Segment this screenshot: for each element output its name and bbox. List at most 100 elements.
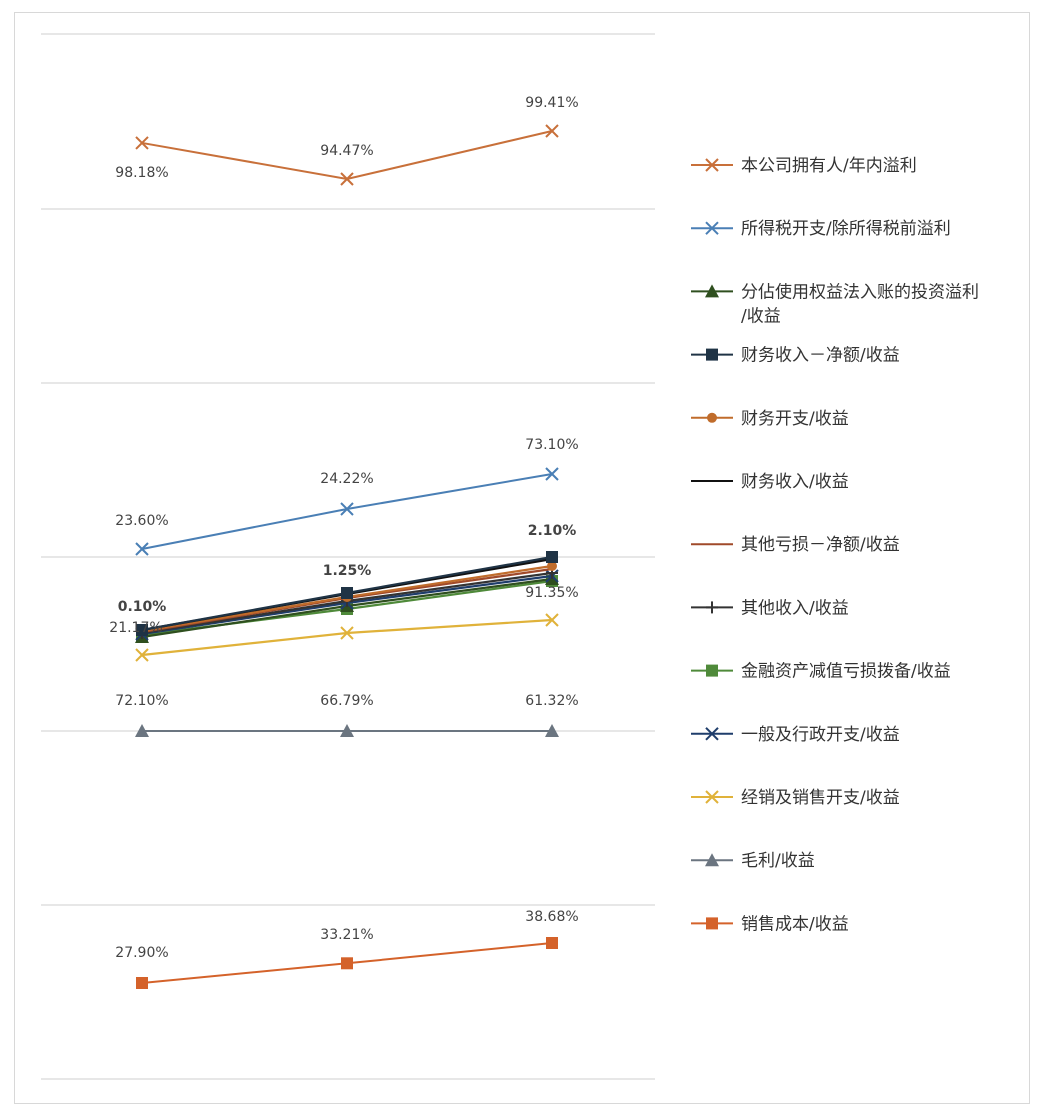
series-4-marker-2 bbox=[547, 561, 557, 571]
legend-marker-9 bbox=[705, 727, 719, 741]
legend-marker-1-b bbox=[705, 221, 719, 235]
legend-label-5: 财务收入/收益 bbox=[741, 472, 849, 492]
legend-marker-0 bbox=[705, 158, 719, 172]
series-3-marker-1 bbox=[341, 587, 353, 599]
series-0-marker-0 bbox=[135, 136, 149, 150]
series-3-marker-0 bbox=[136, 624, 148, 636]
legend-marker-9-b bbox=[705, 727, 719, 741]
legend-marker-8 bbox=[706, 664, 718, 677]
legend-marker-8-sq bbox=[706, 664, 718, 677]
legend-marker-12 bbox=[706, 917, 718, 930]
legend-marker-11 bbox=[705, 853, 719, 867]
series-0-label-2: 99.41% bbox=[525, 95, 578, 111]
series-10-marker-1 bbox=[340, 626, 354, 640]
series-1-label-0: 23.60% bbox=[115, 513, 168, 529]
series-1-marker-2 bbox=[545, 467, 559, 481]
series-1-marker-1-b bbox=[340, 502, 354, 516]
legend-marker-7 bbox=[706, 601, 718, 614]
legend-label-9: 一般及行政开支/收益 bbox=[741, 725, 900, 745]
legend-marker-3 bbox=[706, 348, 718, 361]
series-12-label-0: 27.90% bbox=[115, 945, 168, 961]
legend-marker-0-b bbox=[705, 158, 719, 172]
legend-label-3: 财务收入－净额/收益 bbox=[741, 346, 900, 366]
series-10-marker-2-b bbox=[545, 613, 559, 627]
legend-item-5: 财务收入/收益 bbox=[691, 472, 849, 492]
legend-label-2-cont: /收益 bbox=[741, 306, 781, 326]
legend-marker-2-tri bbox=[705, 284, 719, 298]
legend-item-6: 其他亏损－净额/收益 bbox=[691, 535, 900, 555]
series-0-label-0: 98.18% bbox=[115, 165, 168, 181]
legend-marker-12-sq bbox=[706, 917, 718, 930]
series-3-marker-1-sq bbox=[341, 587, 353, 599]
legend-item-8: 金融资产减值亏损拨备/收益 bbox=[691, 662, 951, 682]
series-11-label-0: 72.10% bbox=[115, 693, 168, 709]
legend-label-11: 毛利/收益 bbox=[741, 851, 815, 871]
series-9-label-0: 21.17% bbox=[109, 620, 162, 636]
series-0-marker-2-b bbox=[545, 124, 559, 138]
series-11-marker-2-tri bbox=[545, 724, 559, 737]
series-1-marker-0-b bbox=[135, 542, 149, 556]
legend-marker-2 bbox=[705, 284, 719, 298]
legend-label-10: 经销及销售开支/收益 bbox=[741, 788, 900, 808]
series-11-marker-1 bbox=[340, 724, 354, 737]
series-1-label-2: 73.10% bbox=[525, 437, 578, 453]
legend-marker-4-c bbox=[707, 412, 717, 423]
legend-item-0: 本公司拥有人/年内溢利 bbox=[691, 156, 917, 176]
legend-marker-4 bbox=[707, 412, 717, 423]
legend-label-1: 所得税开支/除所得税前溢利 bbox=[741, 219, 951, 239]
legend-item-1: 所得税开支/除所得税前溢利 bbox=[691, 219, 951, 239]
series-11-marker-0-tri bbox=[135, 724, 149, 737]
series-12-label-2: 38.68% bbox=[525, 909, 578, 925]
series-0-label-1: 94.47% bbox=[320, 143, 373, 159]
series-3-marker-2 bbox=[546, 551, 558, 563]
legend-label-12: 销售成本/收益 bbox=[741, 914, 849, 934]
series-11-label-1: 66.79% bbox=[320, 693, 373, 709]
series-11-marker-0 bbox=[135, 724, 149, 737]
series-1-marker-0 bbox=[135, 542, 149, 556]
series-0-marker-2 bbox=[545, 124, 559, 138]
series-11-marker-1-tri bbox=[340, 724, 354, 737]
series-12-marker-2-sq bbox=[546, 937, 558, 949]
legend-label-4: 财务开支/收益 bbox=[741, 409, 849, 429]
legend-marker-3-sq bbox=[706, 348, 718, 361]
legend-item-9: 一般及行政开支/收益 bbox=[691, 725, 900, 745]
series-4-marker-2-c bbox=[547, 561, 557, 571]
series-1-marker-2-b bbox=[545, 467, 559, 481]
chart-svg: 98.18% 94.47% 99.41% 23.60% 24.22% 73.10% 0.10… bbox=[41, 33, 979, 1080]
legend-marker-11-tri bbox=[705, 853, 719, 867]
legend-marker-1 bbox=[705, 221, 719, 235]
series-10-marker-0-b bbox=[135, 648, 149, 662]
series-1-marker-1 bbox=[340, 502, 354, 516]
series-1-label-1: 24.22% bbox=[320, 471, 373, 487]
legend-item-2: 分佔使用权益法入账的投资溢利/收益 bbox=[691, 281, 979, 326]
series-11-marker-2 bbox=[545, 724, 559, 737]
series-12-marker-2 bbox=[546, 937, 558, 949]
series-3-label-1: 1.25% bbox=[323, 563, 372, 579]
series-3-marker-0-sq bbox=[136, 624, 148, 636]
series-10-marker-0 bbox=[135, 648, 149, 662]
legend-label-0: 本公司拥有人/年内溢利 bbox=[741, 156, 917, 176]
legend-marker-10-b bbox=[705, 790, 719, 804]
series-9-label-2: 91.35% bbox=[525, 585, 578, 601]
series-3-marker-2-sq bbox=[546, 551, 558, 563]
legend-label-6: 其他亏损－净额/收益 bbox=[741, 535, 900, 555]
series-10-marker-1-b bbox=[340, 626, 354, 640]
series-12-marker-1-sq bbox=[341, 957, 353, 970]
legend-label-2: 分佔使用权益法入账的投资溢利 bbox=[741, 281, 979, 302]
series-0-marker-1-b bbox=[340, 172, 354, 186]
legend-item-10: 经销及销售开支/收益 bbox=[691, 788, 900, 808]
series-3-label-0: 0.10% bbox=[118, 599, 167, 615]
legend-marker-10 bbox=[705, 790, 719, 804]
series-12-marker-0 bbox=[136, 977, 148, 989]
series-12-marker-1 bbox=[341, 957, 353, 970]
legend-label-7: 其他收入/收益 bbox=[741, 598, 849, 618]
legend-item-3: 财务收入－净额/收益 bbox=[691, 346, 900, 366]
series-10-marker-2 bbox=[545, 613, 559, 627]
series-3-label-2: 2.10% bbox=[528, 523, 577, 539]
series-12-label-1: 33.21% bbox=[320, 927, 373, 943]
series-11-label-2: 61.32% bbox=[525, 693, 578, 709]
series-0-marker-1 bbox=[340, 172, 354, 186]
chart-frame: 98.18% 94.47% 99.41% 23.60% 24.22% 73.10% 0.10… bbox=[14, 12, 1030, 1104]
series-0-marker-0-b bbox=[135, 136, 149, 150]
legend-label-8: 金融资产减值亏损拨备/收益 bbox=[741, 662, 951, 682]
